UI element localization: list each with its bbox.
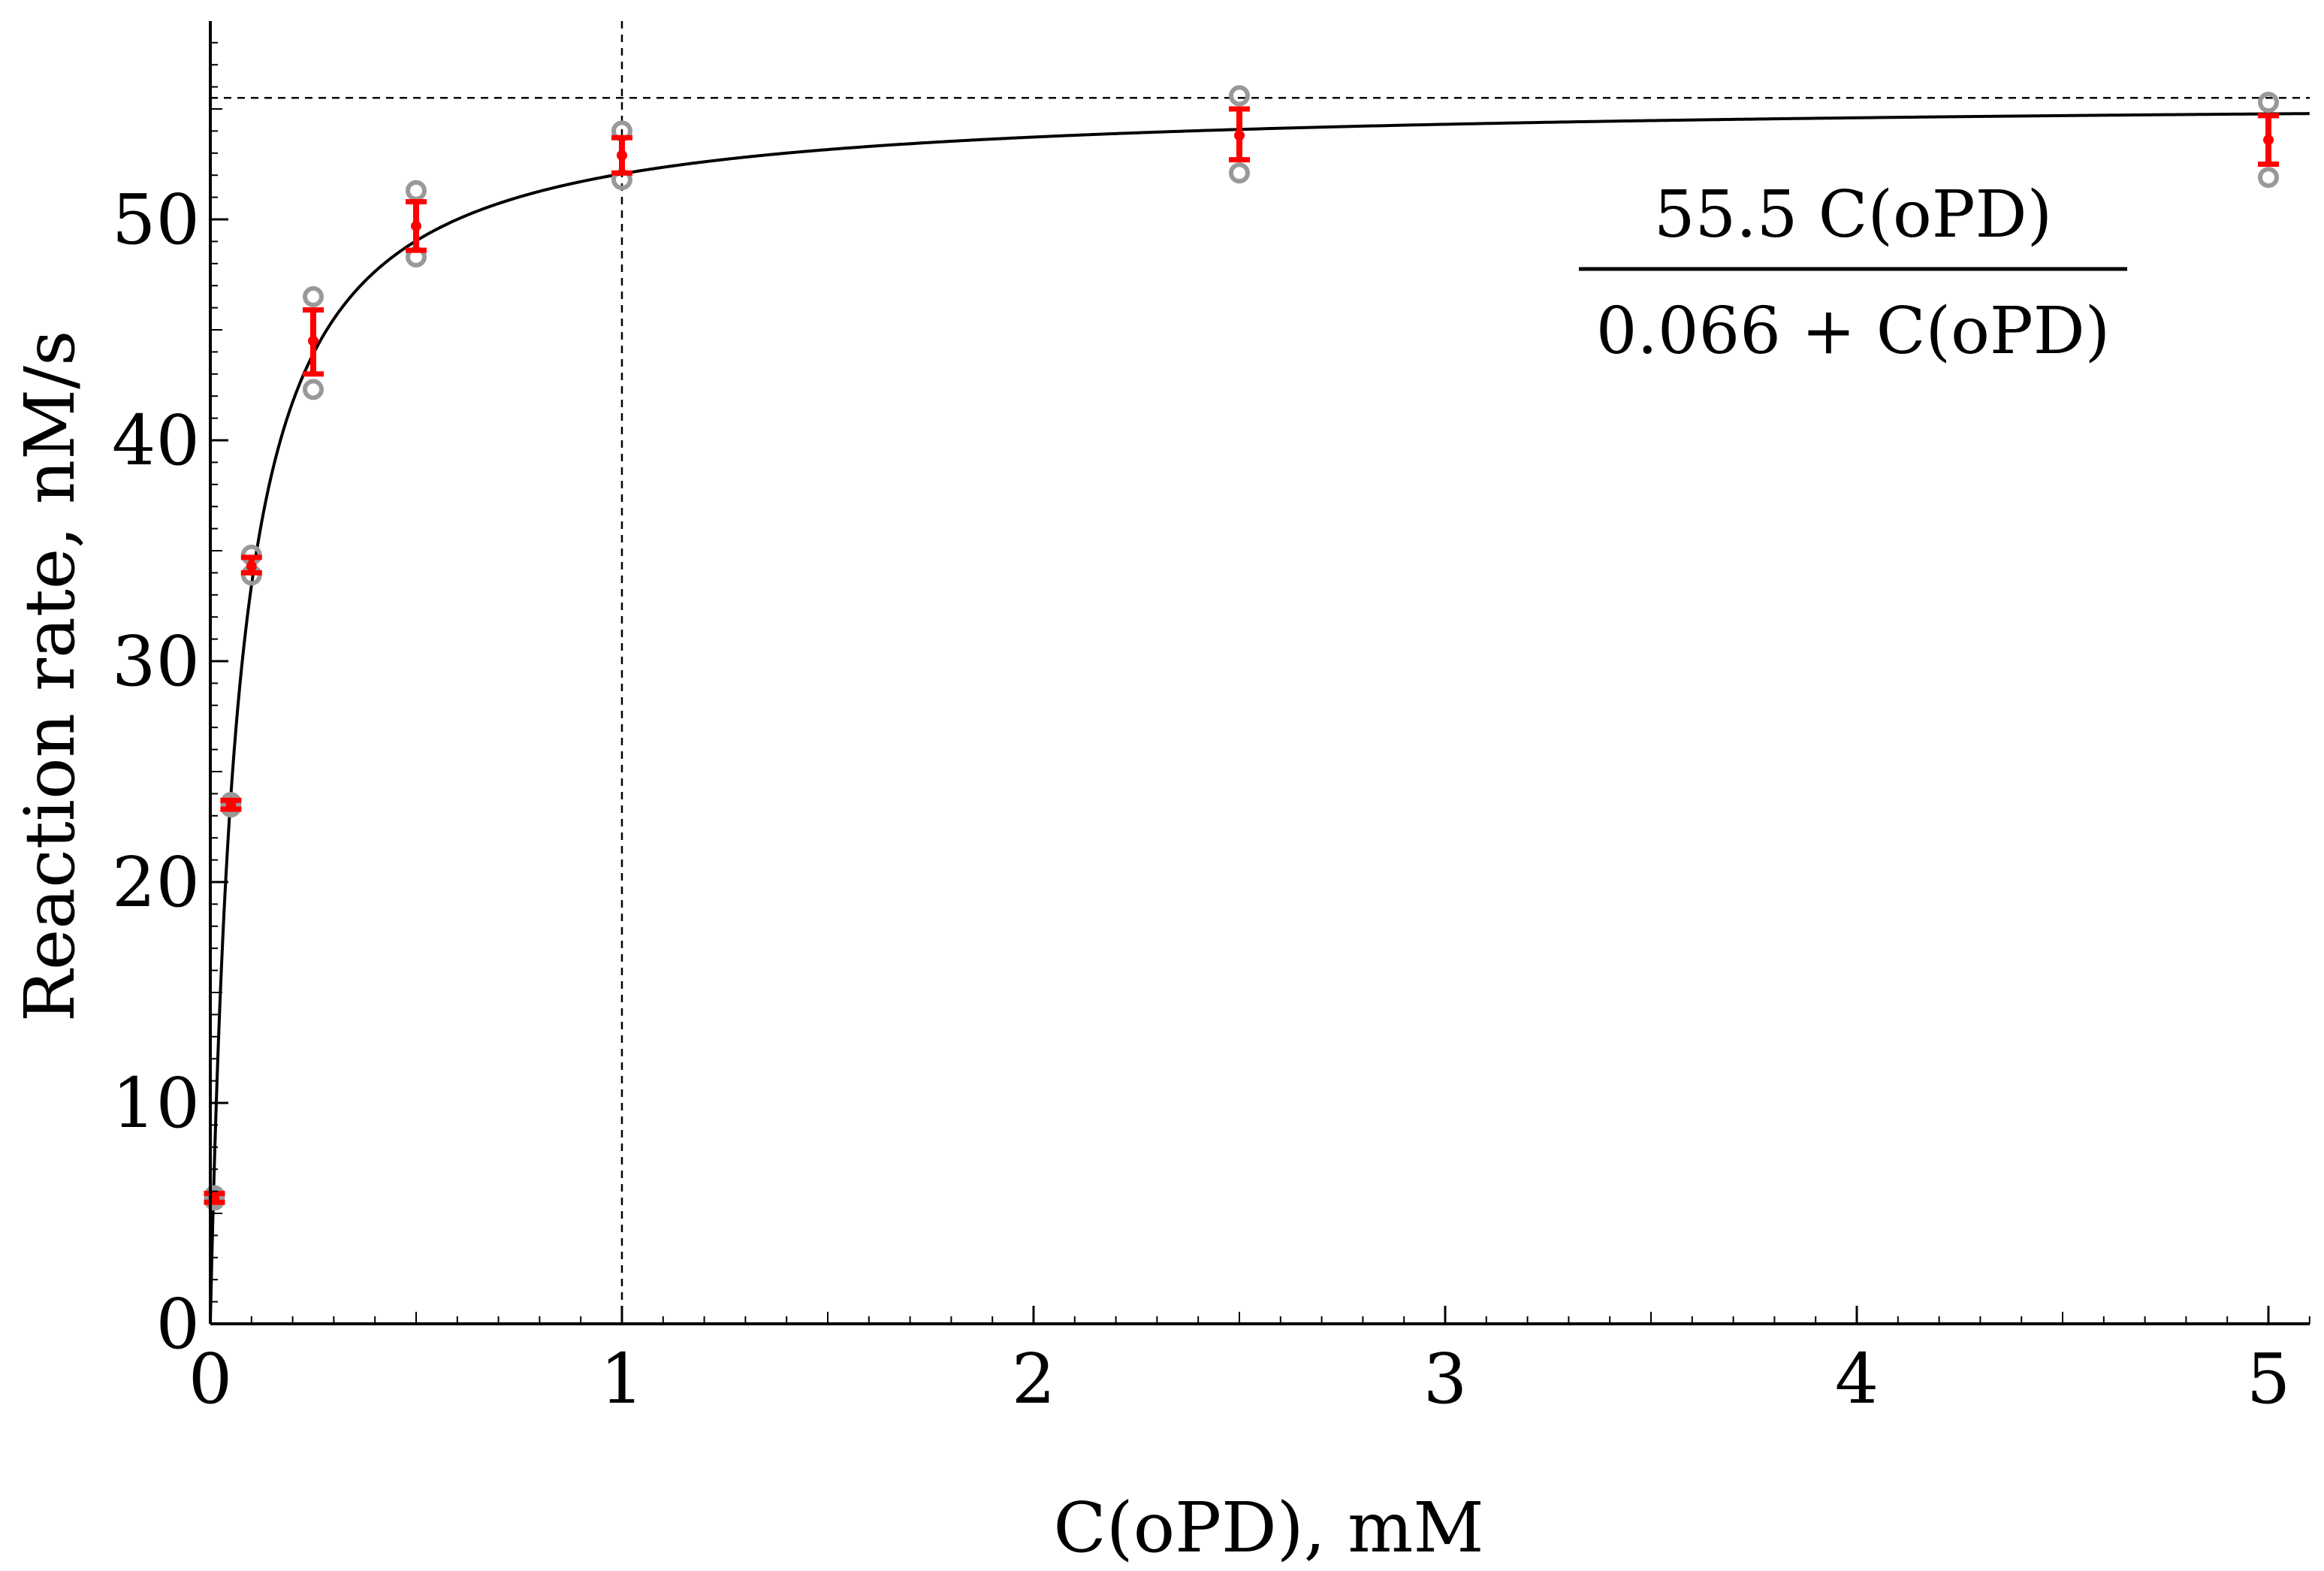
replicate-point (406, 180, 427, 201)
x-tick-label: 0 (189, 1339, 233, 1419)
fit-equation: 55.5 C(oPD) 0.066 + C(oPD) (1579, 177, 2127, 369)
replicate-point (2258, 92, 2279, 113)
y-tick-label: 40 (112, 400, 200, 481)
replicate-point (303, 285, 324, 307)
y-axis-title: Reaction rate, nM/s (10, 331, 90, 1023)
x-tick-label: 4 (1835, 1339, 1879, 1419)
fit-curve (209, 112, 2310, 1324)
fit-equation-denominator: 0.066 + C(oPD) (1596, 294, 2110, 369)
mean-point (411, 220, 421, 231)
mean-point (617, 150, 627, 161)
y-tick-label: 50 (112, 180, 200, 260)
replicate-point (303, 379, 324, 400)
x-tick-label: 3 (1423, 1339, 1468, 1419)
replicate-point (1229, 162, 1250, 184)
x-tick-label: 1 (600, 1339, 644, 1419)
replicate-point (1229, 85, 1250, 107)
axes (209, 21, 2310, 1325)
replicate-points-layer (204, 85, 2279, 1211)
x-tick-label: 5 (2247, 1339, 2291, 1419)
mean-point (225, 799, 237, 811)
replicate-point (2258, 167, 2279, 189)
mean-point (246, 560, 257, 572)
x-axis-title: C(oPD), mM (1053, 1488, 1483, 1568)
reference-lines (210, 21, 2310, 1324)
fit-curve-layer (209, 112, 2310, 1324)
mean-point (308, 335, 318, 346)
x-tick-label: 2 (1012, 1339, 1056, 1419)
mean-point (1234, 130, 1245, 141)
y-tick-label: 30 (112, 621, 200, 702)
fit-equation-numerator: 55.5 C(oPD) (1654, 177, 2052, 252)
mean-point (2263, 134, 2274, 146)
error-bars-layer (204, 106, 2279, 1205)
y-tick-label: 20 (112, 842, 200, 923)
y-tick-label: 10 (112, 1063, 200, 1144)
y-tick-label: 0 (155, 1284, 200, 1364)
